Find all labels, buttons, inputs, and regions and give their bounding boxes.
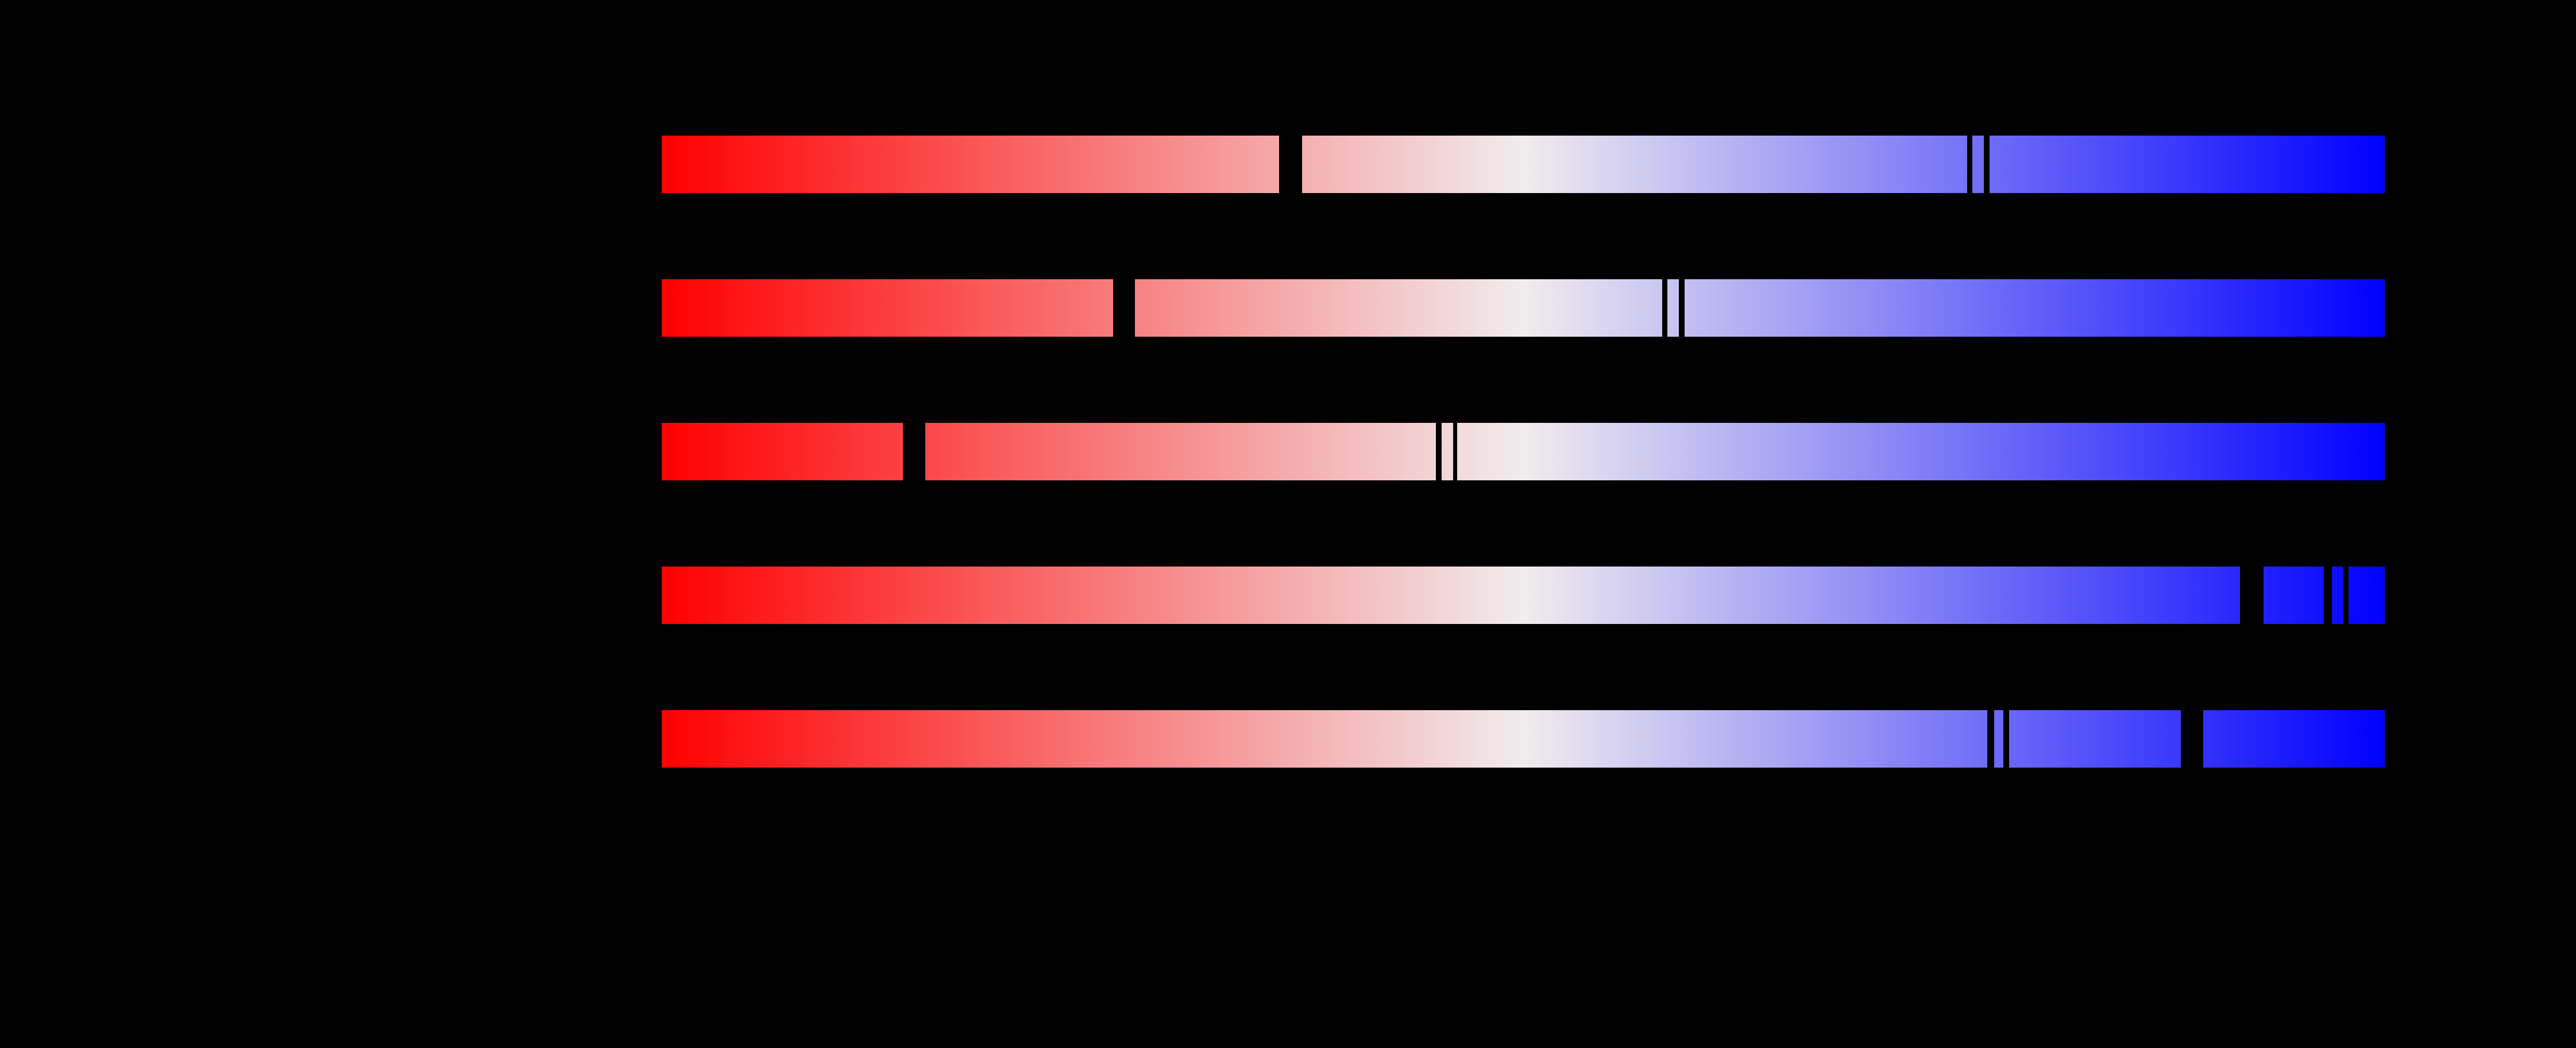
bar-break-gap: [1453, 422, 1458, 481]
gradient-bar-strip-3: [662, 422, 2385, 481]
bar-break-gap: [1662, 279, 1668, 337]
bar-break-gap: [1279, 135, 1303, 194]
bar-break-gap: [1967, 135, 1973, 194]
bar-break-gap: [2240, 565, 2264, 625]
bar-break-gap: [903, 422, 926, 481]
bar-break-gap: [1987, 709, 1994, 768]
bar-break-gap: [1113, 279, 1136, 337]
bar-break-gap: [2324, 565, 2332, 625]
gradient-bar-strip-5: [662, 709, 2385, 768]
bar-break-gap: [2343, 565, 2349, 625]
bar-break-gap: [1983, 135, 1990, 194]
bar-break-gap: [1435, 422, 1442, 481]
gradient-bar-strip-4: [662, 565, 2385, 625]
bar-break-gap: [1678, 279, 1685, 337]
bar-break-gap: [2003, 709, 2010, 768]
gradient-bar-strip-1: [662, 135, 2385, 194]
gradient-bar-strip-2: [662, 279, 2385, 337]
bar-break-gap: [2181, 709, 2204, 768]
